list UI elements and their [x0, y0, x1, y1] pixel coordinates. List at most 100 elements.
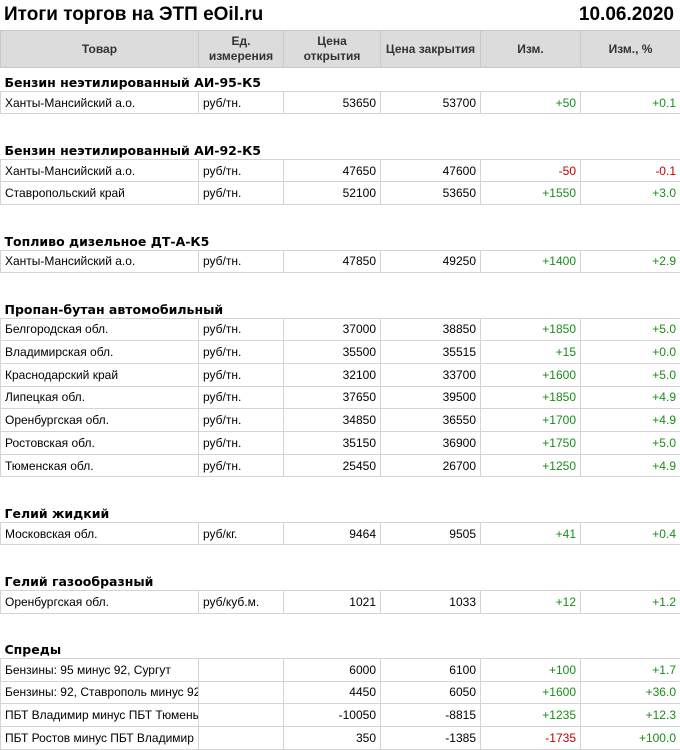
spacer-row [1, 477, 680, 499]
unit-cell: руб/тн. [199, 409, 284, 432]
section-row: Топливо дизельное ДТ-А-К5 [1, 227, 680, 250]
number-cell: 32100 [284, 363, 381, 386]
spacer-row [1, 114, 680, 136]
number-cell: 36900 [381, 432, 481, 455]
unit-cell: руб/куб.м. [199, 590, 284, 613]
page: Итоги торгов на ЭТП eOil.ru 10.06.2020 Т… [0, 0, 680, 717]
spacer-row [1, 613, 680, 635]
column-header: Ед. измерения [199, 31, 284, 68]
section-row: Пропан-бутан автомобильный [1, 295, 680, 318]
unit-cell: руб/тн. [199, 432, 284, 455]
unit-cell: руб/тн. [199, 182, 284, 205]
title-bar: Итоги торгов на ЭТП eOil.ru 10.06.2020 [0, 0, 680, 30]
number-cell: +0.0 [581, 341, 680, 364]
number-cell: +0.1 [581, 91, 680, 114]
number-cell: 47850 [284, 250, 381, 273]
unit-cell: руб/тн. [199, 250, 284, 273]
unit-cell: руб/тн. [199, 386, 284, 409]
number-cell: +12 [481, 590, 581, 613]
number-cell: 35515 [381, 341, 481, 364]
number-cell: -0.1 [581, 159, 680, 182]
section-row: Бензин неэтилированный АИ-92-К5 [1, 136, 680, 159]
number-cell: +5.0 [581, 318, 680, 341]
number-cell: +15 [481, 341, 581, 364]
section-title: Спреды [1, 635, 680, 658]
unit-cell: руб/тн. [199, 363, 284, 386]
unit-cell [199, 658, 284, 681]
number-cell: +1750 [481, 432, 581, 455]
number-cell: 9464 [284, 522, 381, 545]
spacer-row [1, 205, 680, 227]
product-cell: Ставропольский край [1, 182, 199, 205]
number-cell: +1600 [481, 681, 581, 704]
spacer-cell [1, 273, 680, 295]
number-cell: 34850 [284, 409, 381, 432]
number-cell: 39500 [381, 386, 481, 409]
product-cell: Краснодарский край [1, 363, 199, 386]
number-cell: +1550 [481, 182, 581, 205]
number-cell: 6000 [284, 658, 381, 681]
number-cell: +41 [481, 522, 581, 545]
number-cell: 37000 [284, 318, 381, 341]
number-cell: +12.3 [581, 704, 680, 727]
unit-cell: руб/тн. [199, 318, 284, 341]
number-cell: -1735 [481, 726, 581, 749]
section-title: Гелий газообразный [1, 567, 680, 590]
number-cell: +5.0 [581, 363, 680, 386]
product-cell: Ростовская обл. [1, 432, 199, 455]
date: 10.06.2020 [579, 4, 674, 26]
number-cell: 47650 [284, 159, 381, 182]
product-cell: Московская обл. [1, 522, 199, 545]
number-cell: 49250 [381, 250, 481, 273]
number-cell: 53650 [284, 91, 381, 114]
spacer-cell [1, 545, 680, 567]
section-title: Гелий жидкий [1, 499, 680, 522]
column-header: Изм. [481, 31, 581, 68]
spacer-row [1, 273, 680, 295]
number-cell: 35150 [284, 432, 381, 455]
number-cell: 53650 [381, 182, 481, 205]
number-cell: +1600 [481, 363, 581, 386]
number-cell: -10050 [284, 704, 381, 727]
product-cell: Тюменская обл. [1, 454, 199, 477]
number-cell: 36550 [381, 409, 481, 432]
number-cell: +50 [481, 91, 581, 114]
number-cell: -8815 [381, 704, 481, 727]
unit-cell: руб/тн. [199, 159, 284, 182]
number-cell: 4450 [284, 681, 381, 704]
product-cell: Ханты-Мансийский а.о. [1, 159, 199, 182]
number-cell: 33700 [381, 363, 481, 386]
number-cell: +1.7 [581, 658, 680, 681]
product-cell: Оренбургская обл. [1, 409, 199, 432]
spacer-cell [1, 205, 680, 227]
product-cell: Оренбургская обл. [1, 590, 199, 613]
spacer-cell [1, 477, 680, 499]
column-header: Цена открытия [284, 31, 381, 68]
unit-cell [199, 704, 284, 727]
data-row: Бензины: 92, Ставрополь минус 92, Сургут… [1, 681, 680, 704]
spacer-row [1, 545, 680, 567]
number-cell: 25450 [284, 454, 381, 477]
product-cell: ПБТ Ростов минус ПБТ Владимир [1, 726, 199, 749]
number-cell: 52100 [284, 182, 381, 205]
spacer-cell [1, 114, 680, 136]
number-cell: 1021 [284, 590, 381, 613]
number-cell: +4.9 [581, 386, 680, 409]
unit-cell [199, 681, 284, 704]
number-cell: +4.9 [581, 409, 680, 432]
section-row: Спреды [1, 635, 680, 658]
product-cell: Липецкая обл. [1, 386, 199, 409]
section-title: Пропан-бутан автомобильный [1, 295, 680, 318]
number-cell: 26700 [381, 454, 481, 477]
